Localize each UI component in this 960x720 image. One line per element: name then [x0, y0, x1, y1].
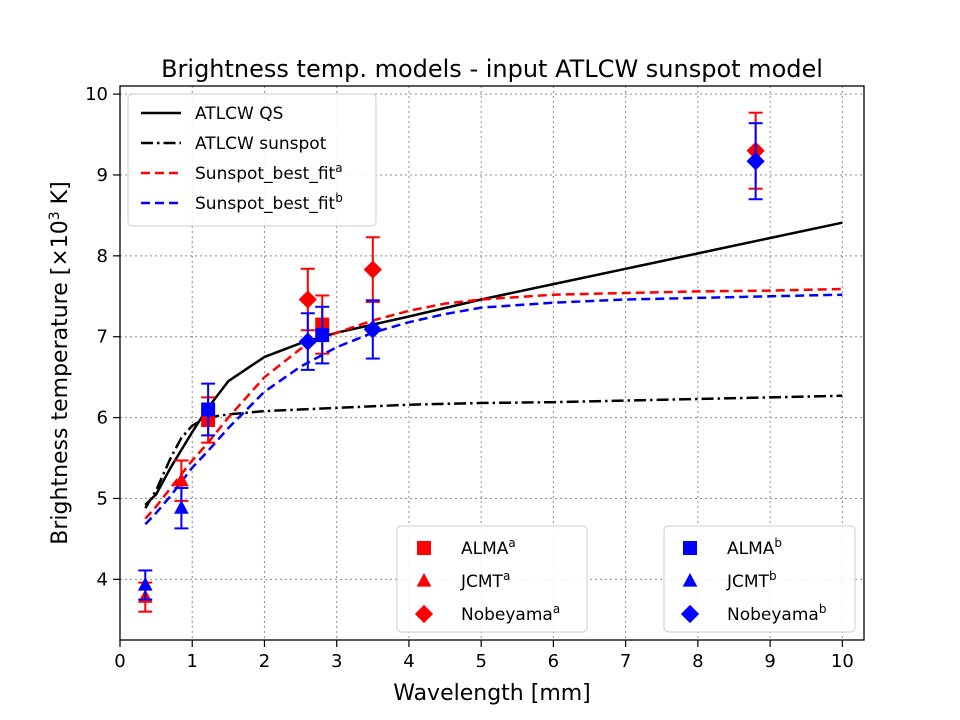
legend-lines-frame	[127, 93, 377, 227]
point-nobeyama-a	[298, 290, 317, 309]
y-tick-label: 7	[97, 327, 108, 348]
y-axis-label-main: Brightness temperature [×10	[48, 220, 73, 544]
x-tick-label: 2	[259, 651, 270, 672]
legend-label-jcmt-a-text: JCMT	[460, 572, 504, 592]
legend-label-nobeyama-a-text: Nobeyama	[461, 605, 553, 625]
point-nobeyama-b	[746, 152, 765, 171]
y-tick-label: 5	[97, 488, 108, 509]
legend-label-sunspot-best-fit-a-superscript: a	[335, 161, 342, 175]
legend-label-sunspot-best-fit-b-superscript: b	[335, 191, 343, 205]
legend-label-atlcw-qs: ATLCW QS	[195, 104, 283, 124]
legend-label-atlcw-sunspot-text: ATLCW sunspot	[195, 134, 327, 154]
y-tick-label: 8	[97, 246, 108, 267]
point-nobeyama-b	[363, 320, 382, 339]
legend-label-nobeyama-b-text: Nobeyama	[727, 605, 819, 625]
line-sunspot-best-fit-b	[144, 293, 843, 526]
plot-frame	[119, 85, 865, 641]
line-atlcw-sunspot	[144, 394, 843, 509]
x-tick-label: 3	[331, 651, 342, 672]
y-tick-label: 9	[97, 165, 108, 186]
legend-marker-alma-b	[683, 541, 697, 555]
legend-label-alma-b-superscript: b	[774, 536, 782, 550]
legend-marker-nobeyama-a	[414, 604, 434, 624]
legend-label-sunspot-best-fit-b-text: Sunspot_best_fit	[195, 194, 336, 214]
line-atlcw-qs	[144, 221, 843, 506]
x-tick-label: 7	[620, 651, 631, 672]
x-tick-label: 8	[692, 651, 703, 672]
x-tick-label: 9	[764, 651, 775, 672]
legend-label-nobeyama-b-superscript: b	[819, 602, 827, 616]
line-sunspot-best-fit-a	[144, 287, 843, 520]
legend-marker-jcmt-b	[682, 572, 698, 587]
x-tick-label: 6	[548, 651, 559, 672]
x-tick-label: 5	[475, 651, 486, 672]
point-alma-b	[315, 328, 330, 343]
legend-label-alma-a: ALMAa	[461, 536, 516, 559]
legend-label-jcmt-b-superscript: b	[769, 569, 777, 583]
point-jcmt-b	[137, 576, 153, 591]
y-tick-label: 6	[97, 408, 108, 429]
legend-label-alma-a-text: ALMA	[461, 539, 509, 559]
y-axis-label: Brightness temperature [×103 K]	[47, 181, 73, 544]
y-axis-label-exponent: 3	[47, 211, 63, 220]
axis-ticks: 0 1 2 3 4 5 6 7 8 9 10 4 5 6 7 8 9 10	[85, 84, 854, 672]
legend-marker-nobeyama-b	[680, 604, 700, 624]
legend-label-alma-a-superscript: a	[508, 536, 515, 550]
x-axis-label: Wavelength [mm]	[393, 681, 591, 706]
series-lines	[144, 221, 843, 526]
point-nobeyama-b	[298, 332, 317, 351]
point-jcmt-a	[174, 472, 189, 487]
legend-label-atlcw-sunspot: ATLCW sunspot	[195, 134, 327, 154]
point-jcmt-b	[174, 500, 189, 514]
legend-label-jcmt-b: JCMTb	[726, 569, 777, 592]
legend-label-nobeyama-a: Nobeyamaa	[461, 602, 560, 625]
legend-label-sunspot-best-fit-a-text: Sunspot_best_fit	[195, 164, 336, 184]
y-tick-label: 4	[97, 569, 108, 590]
legend-label-alma-b-text: ALMA	[727, 539, 775, 559]
point-alma-b	[201, 402, 216, 417]
legend-b-frame	[663, 525, 856, 633]
legend-label-nobeyama-a-superscript: a	[553, 602, 560, 616]
y-axis-label-unit: K]	[48, 181, 73, 211]
legend-label-atlcw-qs-text: ATLCW QS	[195, 104, 283, 124]
x-tick-label: 1	[187, 651, 198, 672]
legend-label-jcmt-a-superscript: a	[503, 569, 510, 583]
legend-label-jcmt-a: JCMTa	[460, 569, 510, 592]
x-tick-label: 4	[403, 651, 414, 672]
legend-label-alma-b: ALMAb	[727, 536, 782, 559]
legend-label-sunspot-best-fit-a: Sunspot_best_fita	[195, 161, 343, 184]
legend-a-frame	[396, 525, 588, 633]
legend-marker-alma-a	[417, 541, 431, 555]
legend-label-nobeyama-b: Nobeyamab	[727, 602, 826, 625]
data-points	[137, 111, 765, 613]
point-nobeyama-a	[363, 260, 382, 279]
legend-marker-jcmt-a	[416, 572, 432, 587]
x-tick-label: 10	[831, 651, 854, 672]
legend-label-sunspot-best-fit-b: Sunspot_best_fitb	[195, 191, 343, 214]
chart-title: Brightness temp. models - input ATLCW su…	[161, 55, 823, 83]
legend-label-jcmt-b-text: JCMT	[726, 572, 770, 592]
x-tick-label: 0	[114, 651, 125, 672]
y-tick-label: 10	[85, 84, 108, 105]
